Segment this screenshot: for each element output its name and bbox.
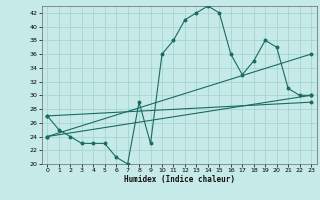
X-axis label: Humidex (Indice chaleur): Humidex (Indice chaleur) xyxy=(124,175,235,184)
